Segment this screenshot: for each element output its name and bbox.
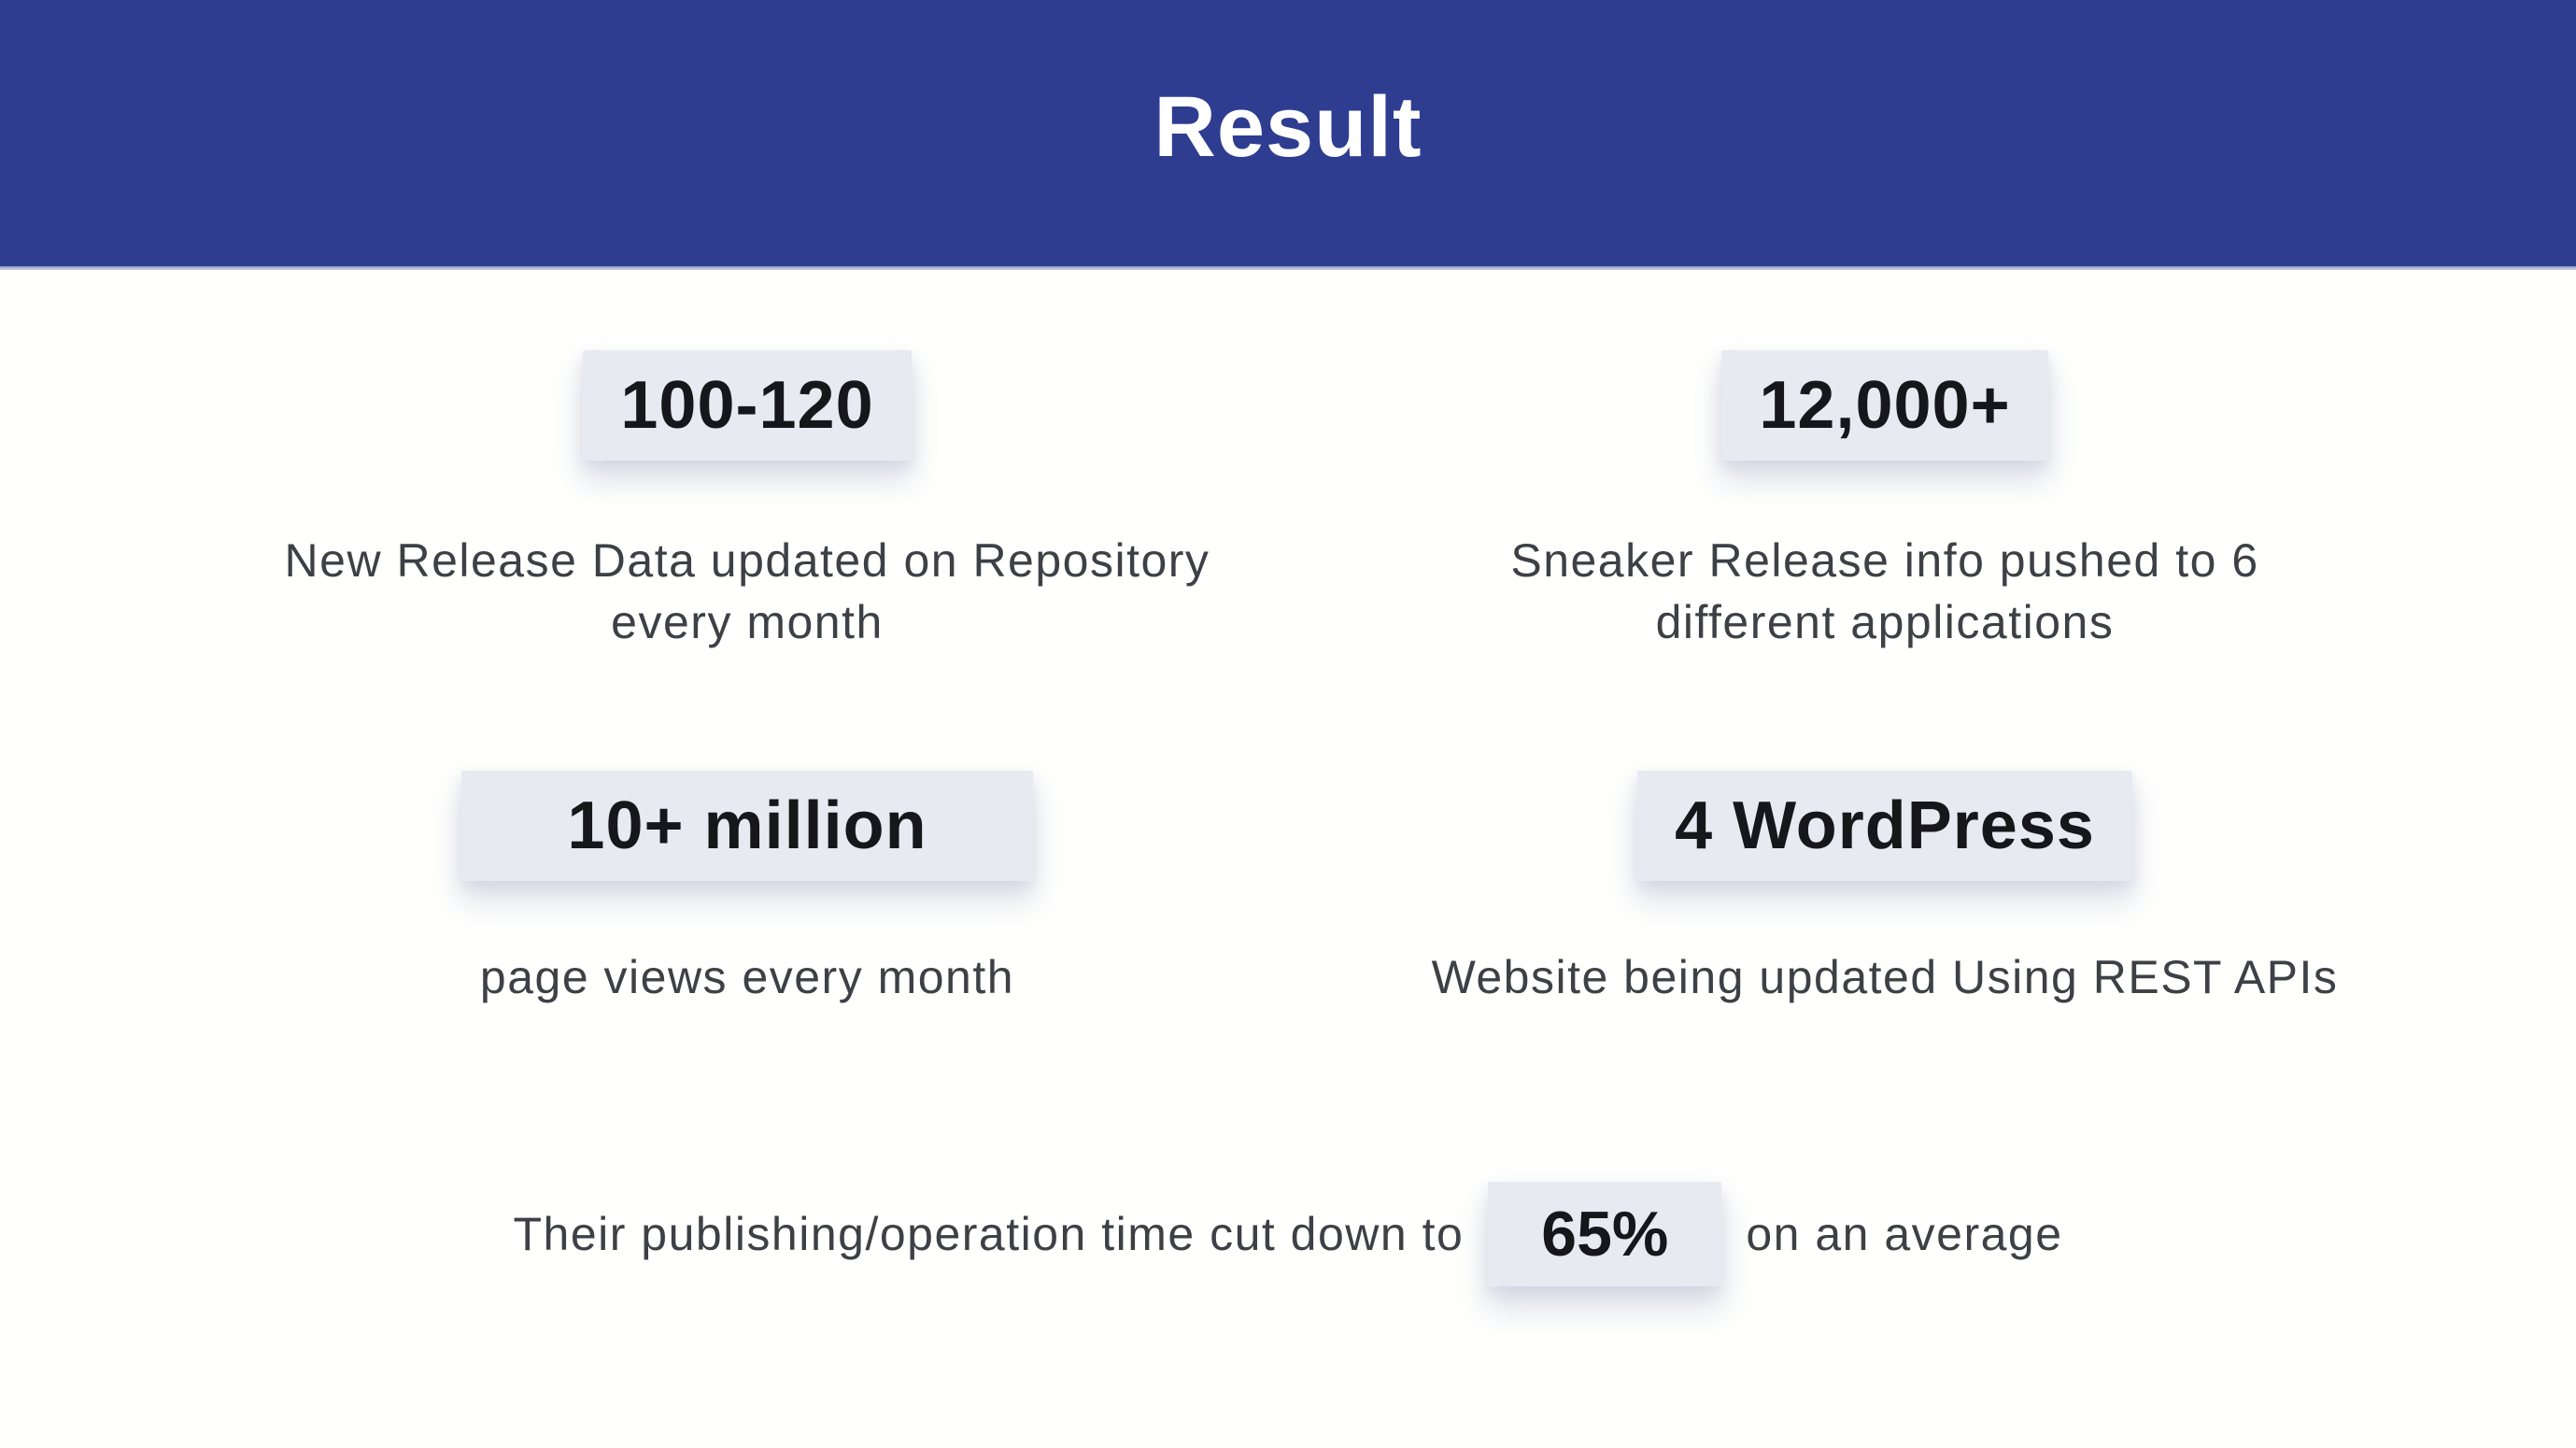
stat-caption-line: different applications: [1655, 596, 2115, 648]
stat-value-badge: 10+ million: [461, 771, 1033, 881]
stat-caption: Sneaker Release info pushed to 6 differe…: [1510, 530, 2258, 653]
stat-caption: Website being updated Using REST APIs: [1432, 946, 2339, 1008]
stat-cell-wordpress: 4 WordPress Website being updated Using …: [1316, 771, 2454, 1008]
stat-caption: page views every month: [480, 946, 1014, 1008]
stat-value-badge: 4 WordPress: [1637, 771, 2132, 881]
stat-cell-page-views: 10+ million page views every month: [178, 771, 1316, 1008]
stat-caption-line: page views every month: [479, 951, 1015, 1003]
stat-caption-line: New Release Data updated on Repository: [284, 534, 1210, 587]
footer-percentage-badge: 65%: [1488, 1182, 1722, 1286]
footer-prefix-text: Their publishing/operation time cut down…: [513, 1208, 1465, 1260]
stat-caption-line: Sneaker Release info pushed to 6: [1510, 534, 2259, 587]
stat-cell-releases: 100-120 New Release Data updated on Repo…: [178, 350, 1316, 653]
stat-caption: New Release Data updated on Repository e…: [285, 530, 1210, 653]
stat-caption-line: Website being updated Using REST APIs: [1431, 951, 2339, 1003]
stats-grid: 100-120 New Release Data updated on Repo…: [0, 350, 2576, 1008]
footer-suffix-text: on an average: [1746, 1208, 2063, 1260]
stat-value-badge: 12,000+: [1721, 350, 2048, 461]
slide-header: Result: [0, 0, 2576, 270]
stat-cell-release-info: 12,000+ Sneaker Release info pushed to 6…: [1316, 350, 2454, 653]
page-title: Result: [1154, 79, 1422, 175]
footer-sentence: Their publishing/operation time cut down…: [0, 1182, 2576, 1286]
stat-value-badge: 100-120: [583, 350, 912, 461]
stat-caption-line: every month: [611, 596, 884, 648]
